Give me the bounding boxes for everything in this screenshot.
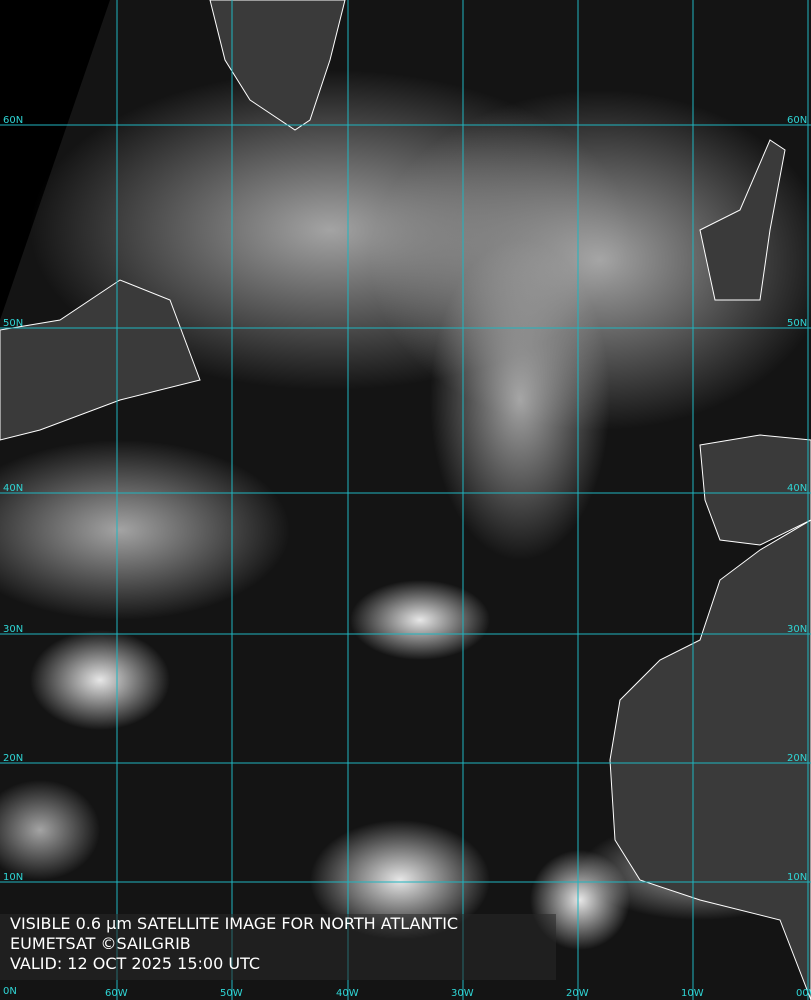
no-data bbox=[0, 0, 110, 320]
longitude-label: 30W bbox=[451, 988, 474, 999]
latitude-label: 10N bbox=[787, 872, 807, 883]
latitude-label: 50N bbox=[3, 318, 23, 329]
longitude-label: 00W bbox=[796, 988, 811, 999]
latitude-label: 30N bbox=[787, 624, 807, 635]
clouds bbox=[0, 70, 811, 950]
caption-line: VALID: 12 OCT 2025 15:00 UTC bbox=[10, 954, 261, 973]
latitude-label: 10N bbox=[3, 872, 23, 883]
latitude-label: 60N bbox=[787, 115, 807, 126]
latitude-label: 50N bbox=[787, 318, 807, 329]
caption: VISIBLE 0.6 µm SATELLITE IMAGE FOR NORTH… bbox=[0, 914, 556, 980]
longitude-label: 40W bbox=[336, 988, 359, 999]
longitude-label: 10W bbox=[681, 988, 704, 999]
latitude-label: 40N bbox=[3, 483, 23, 494]
caption-line: EUMETSAT ©SAILGRIB bbox=[10, 934, 191, 953]
caption-line: VISIBLE 0.6 µm SATELLITE IMAGE FOR NORTH… bbox=[10, 914, 459, 933]
latitude-label: 30N bbox=[3, 624, 23, 635]
latitude-label: 40N bbox=[787, 483, 807, 494]
latitude-label: 20N bbox=[787, 753, 807, 764]
latitude-label: 60N bbox=[3, 115, 23, 126]
longitude-label: 60W bbox=[105, 988, 128, 999]
longitude-label: 20W bbox=[566, 988, 589, 999]
latitude-label: 0N bbox=[3, 986, 17, 997]
longitude-label: 50W bbox=[220, 988, 243, 999]
latitude-label: 20N bbox=[3, 753, 23, 764]
